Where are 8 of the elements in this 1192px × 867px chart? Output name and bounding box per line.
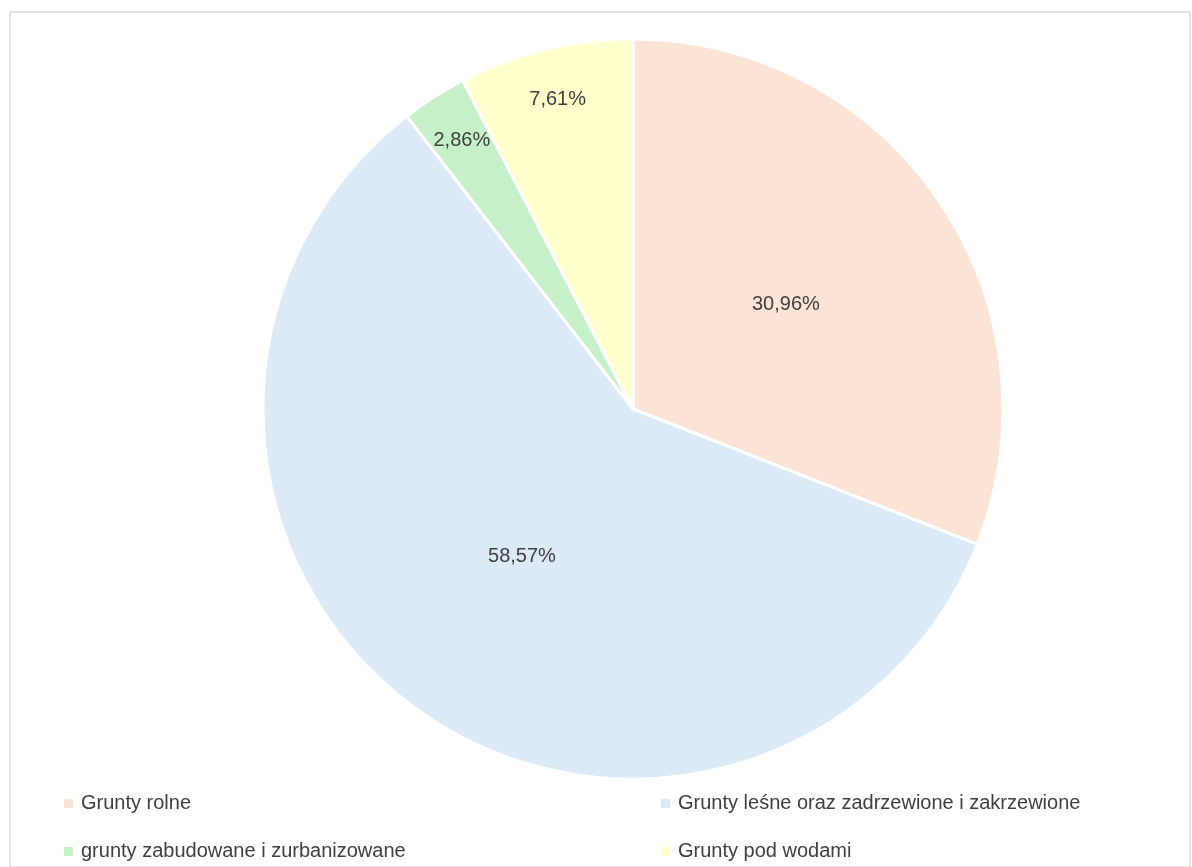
data-label: 2,86% xyxy=(433,128,491,151)
legend-label: Grunty leśne oraz zadrzewione i zakrzewione xyxy=(678,791,1081,814)
legend-label: Grunty pod wodami xyxy=(678,839,852,862)
legend-label: grunty zabudowane i zurbanizowane xyxy=(81,839,406,862)
legend-label: Grunty rolne xyxy=(81,791,192,814)
data-label: 58,57% xyxy=(488,544,557,567)
data-label: 30,96% xyxy=(751,292,821,315)
data-label: 7,61% xyxy=(529,87,587,110)
